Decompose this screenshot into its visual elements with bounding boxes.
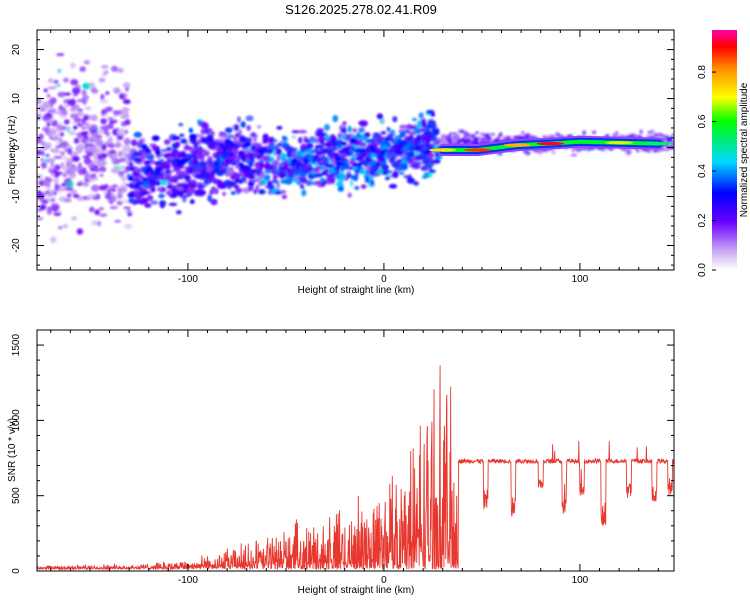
snr-xlabel: Height of straight line (km) bbox=[298, 585, 415, 596]
colorbar-tick-label: 0.8 bbox=[697, 65, 708, 79]
ridge-point bbox=[644, 142, 673, 146]
x-tick-label: 0 bbox=[381, 575, 387, 586]
spectrogram-xlabel: Height of straight line (km) bbox=[298, 285, 415, 296]
x-tick-label: -100 bbox=[178, 575, 198, 586]
snr-frame bbox=[37, 330, 674, 571]
y-tick-label: 0 bbox=[11, 568, 22, 574]
x-tick-label: -100 bbox=[178, 274, 198, 285]
y-tick-label: -20 bbox=[11, 238, 22, 253]
spectrogram-blobs bbox=[37, 53, 674, 244]
ridge-point bbox=[464, 148, 492, 152]
ridge-point bbox=[503, 143, 532, 147]
colorbar-ticks: 0.0 0.2 0.4 0.6 0.8 bbox=[697, 65, 716, 277]
colorbar-tick-label: 0.4 bbox=[697, 164, 708, 178]
colorbar-tick-label: 0.0 bbox=[697, 263, 708, 277]
snr-series-line bbox=[37, 365, 674, 571]
spectrogram-ridge bbox=[428, 135, 673, 156]
colorbar-gradient bbox=[712, 30, 737, 270]
y-tick-label: 20 bbox=[11, 44, 22, 56]
y-tick-label: 500 bbox=[11, 487, 22, 504]
x-tick-label: 0 bbox=[381, 274, 387, 285]
ridge-point bbox=[536, 142, 565, 146]
colorbar-tick-label: 0.6 bbox=[697, 114, 708, 128]
snr-ylabel: SNR (10 * v/v) bbox=[7, 418, 18, 482]
figure-title: S126.2025.278.02.41.R09 bbox=[285, 2, 437, 17]
ridge-point bbox=[565, 140, 594, 144]
y-tick-label: 10 bbox=[11, 93, 22, 105]
x-tick-label: 100 bbox=[572, 274, 589, 285]
colorbar-tick-label: 0.2 bbox=[697, 213, 708, 227]
ridge-point bbox=[428, 148, 457, 152]
colorbar-label: Normalized spectral amplitude bbox=[739, 82, 750, 217]
y-tick-label: -10 bbox=[11, 189, 22, 204]
y-tick-label: 1000 bbox=[11, 409, 22, 432]
x-tick-label: 100 bbox=[572, 575, 589, 586]
ridge-point bbox=[605, 141, 634, 145]
y-tick-label: 0 bbox=[11, 144, 22, 150]
colorbar: 0.0 0.2 0.4 0.6 0.8 Normalized spectral ampl… bbox=[697, 30, 750, 277]
y-tick-label: 1500 bbox=[11, 334, 22, 357]
spectrogram-ylabel: Frequency (Hz) bbox=[7, 116, 18, 185]
